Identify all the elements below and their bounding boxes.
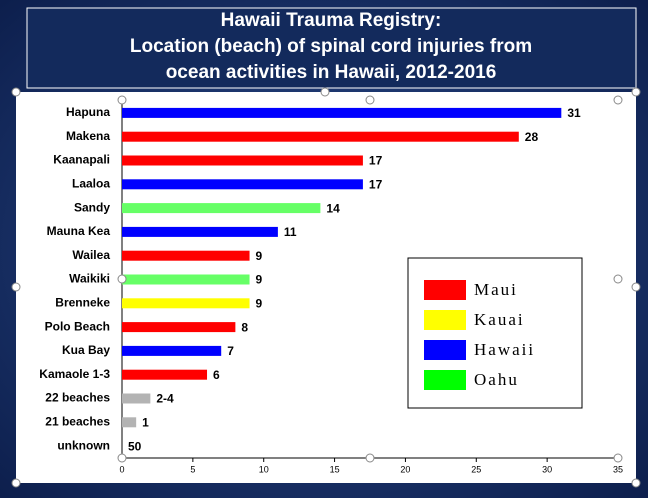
- value-label: 2-4: [156, 392, 174, 406]
- value-label: 1: [142, 415, 149, 429]
- category-label: unknown: [57, 438, 110, 452]
- category-label: Polo Beach: [45, 319, 110, 333]
- handle[interactable]: [365, 453, 375, 463]
- bar: [122, 131, 519, 142]
- category-label: Kua Bay: [62, 343, 110, 357]
- value-label: 8: [241, 320, 248, 334]
- bar: [122, 203, 321, 214]
- handle[interactable]: [11, 282, 21, 292]
- bar: [122, 250, 250, 261]
- legend-swatch: [424, 340, 466, 360]
- value-label: 7: [227, 344, 234, 358]
- bar: [122, 345, 222, 356]
- value-label: 14: [326, 201, 340, 215]
- legend-label: Hawaii: [474, 340, 535, 359]
- value-label: 9: [256, 249, 263, 263]
- handle[interactable]: [613, 95, 623, 105]
- handle[interactable]: [320, 87, 330, 97]
- handle[interactable]: [613, 274, 623, 284]
- category-label: Laaloa: [72, 176, 110, 190]
- bar: [122, 322, 236, 333]
- value-label: 50: [128, 439, 142, 453]
- x-tick-label: 15: [330, 464, 340, 474]
- handle[interactable]: [365, 95, 375, 105]
- category-label: Sandy: [74, 200, 110, 214]
- category-label: Waikiki: [69, 272, 110, 286]
- bar: [122, 107, 562, 118]
- value-label: 9: [256, 273, 263, 287]
- handle[interactable]: [11, 87, 21, 97]
- x-tick-label: 10: [259, 464, 269, 474]
- value-label: 11: [284, 225, 297, 239]
- category-label: Hapuna: [66, 105, 110, 119]
- category-label: Kaanapali: [53, 153, 110, 167]
- handle[interactable]: [613, 453, 623, 463]
- value-label: 6: [213, 368, 220, 382]
- x-tick-label: 30: [542, 464, 552, 474]
- handle[interactable]: [631, 478, 641, 488]
- handle[interactable]: [631, 282, 641, 292]
- x-tick-label: 5: [190, 464, 195, 474]
- handle[interactable]: [117, 274, 127, 284]
- handle[interactable]: [117, 453, 127, 463]
- value-label: 28: [525, 130, 539, 144]
- category-label: 21 beaches: [45, 414, 110, 428]
- legend-swatch: [424, 310, 466, 330]
- x-tick-label: 0: [119, 464, 124, 474]
- x-tick-label: 20: [400, 464, 410, 474]
- category-label: Brenneke: [55, 295, 110, 309]
- bar: [122, 417, 137, 428]
- title-box: [26, 7, 637, 89]
- title-line: Location (beach) of spinal cord injuries…: [130, 36, 532, 57]
- bar: [122, 226, 278, 237]
- bar: [122, 155, 363, 166]
- legend-swatch: [424, 370, 466, 390]
- handle[interactable]: [631, 87, 641, 97]
- category-label: Kamaole 1-3: [39, 367, 110, 381]
- title-line: ocean activities in Hawaii, 2012-2016: [166, 62, 497, 83]
- bar: [122, 369, 208, 380]
- bar: [122, 298, 250, 309]
- bar: [122, 393, 151, 404]
- legend-label: Maui: [474, 280, 518, 299]
- legend-label: Oahu: [474, 370, 519, 389]
- selection-handles: [11, 87, 641, 488]
- legend-label: Kauai: [474, 310, 525, 329]
- value-label: 9: [256, 296, 263, 310]
- category-label: Makena: [66, 129, 110, 143]
- x-tick-label: 25: [471, 464, 481, 474]
- category-label: Wailea: [72, 248, 110, 262]
- x-tick-label: 35: [613, 464, 623, 474]
- handle[interactable]: [117, 95, 127, 105]
- value-label: 31: [567, 106, 581, 120]
- value-label: 17: [369, 154, 383, 168]
- bar: [122, 179, 363, 190]
- category-label: 22 beaches: [45, 391, 110, 405]
- title-line: Hawaii Trauma Registry:: [221, 10, 442, 31]
- value-label: 17: [369, 177, 383, 191]
- bar: [122, 274, 250, 285]
- handle[interactable]: [11, 478, 21, 488]
- legend-swatch: [424, 280, 466, 300]
- category-label: Mauna Kea: [47, 224, 111, 238]
